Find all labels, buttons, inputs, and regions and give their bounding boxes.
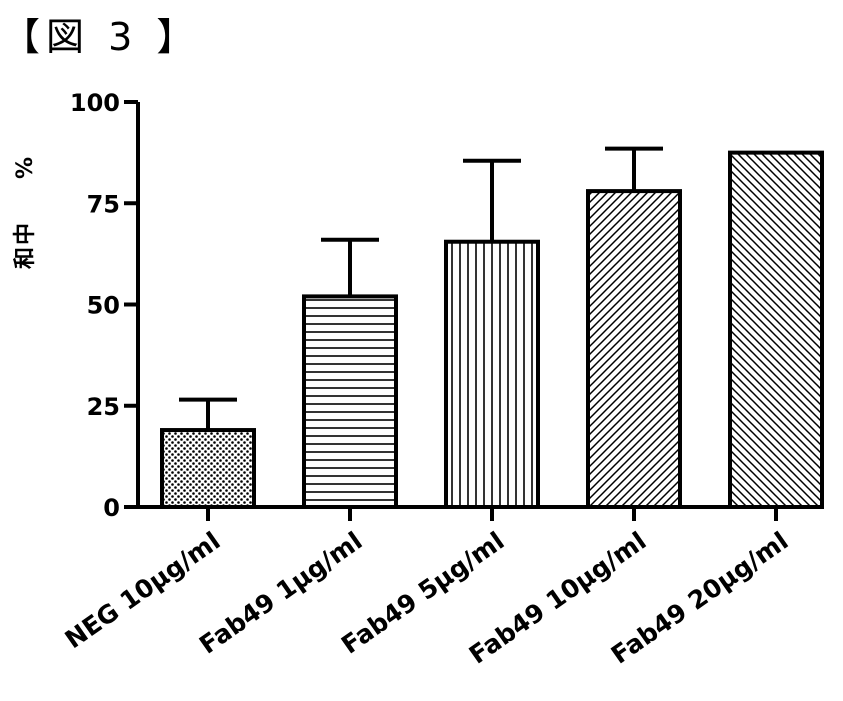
bar (730, 153, 822, 507)
y-axis-label-group: 和中% (13, 157, 38, 269)
y-tick-label: 75 (87, 190, 120, 218)
y-tick-label: 0 (103, 494, 120, 522)
y-tick-label: 100 (70, 89, 120, 117)
bar (304, 296, 396, 507)
y-axis-label-unit: % (13, 157, 38, 179)
bar (446, 242, 538, 507)
y-tick-label: 25 (87, 393, 120, 421)
y-axis-label-char: 和 (13, 247, 38, 269)
bar (162, 430, 254, 507)
y-tick-label: 50 (87, 292, 120, 320)
bar (588, 191, 680, 507)
y-axis-label-char: 中 (13, 223, 38, 245)
y-axis: 0 25 50 75 100 (70, 89, 138, 522)
x-axis: NEG 10μg/mlFab49 1μg/mlFab49 5μg/mlFab49… (60, 507, 822, 670)
